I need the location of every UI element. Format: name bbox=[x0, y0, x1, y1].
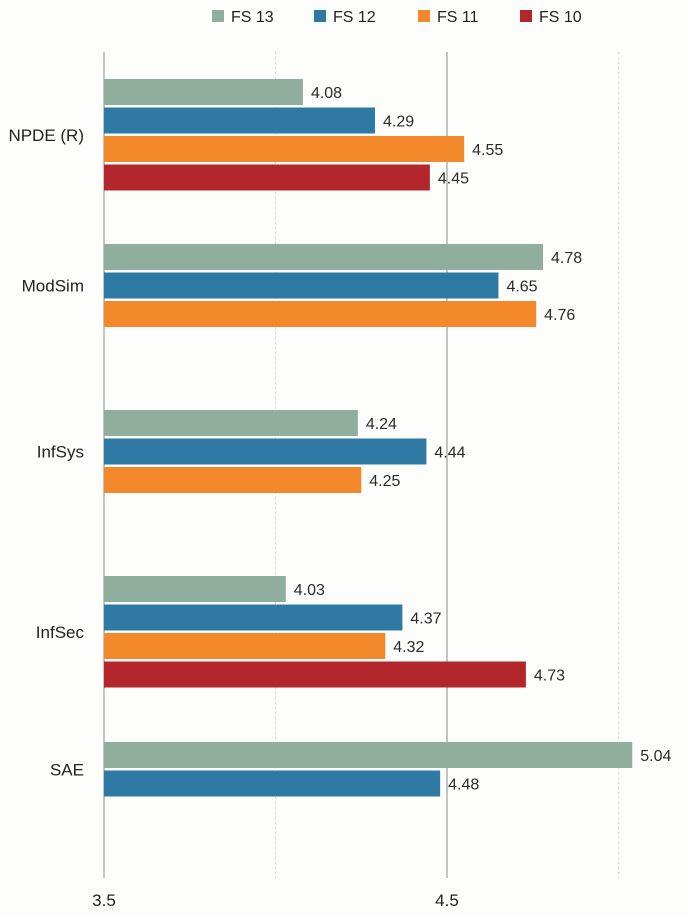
legend-swatch bbox=[520, 10, 532, 22]
category-label: NPDE (R) bbox=[8, 126, 84, 145]
data-label: 4.37 bbox=[410, 611, 441, 628]
legend-swatch bbox=[418, 10, 430, 22]
bar-fs-13-infsys bbox=[104, 410, 358, 436]
data-label: 4.25 bbox=[369, 473, 400, 490]
data-label: 4.73 bbox=[534, 668, 565, 685]
bar-fs-13-modsim bbox=[104, 244, 543, 270]
legend-label: FS 11 bbox=[437, 9, 479, 26]
data-label: 4.55 bbox=[472, 142, 503, 159]
bar-fs-12-modsim bbox=[104, 273, 498, 299]
data-label: 4.32 bbox=[393, 639, 424, 656]
bar-fs-13-infsec bbox=[104, 576, 286, 602]
bar-fs-10-infsec bbox=[104, 662, 526, 688]
data-label: 4.24 bbox=[366, 416, 397, 433]
data-label: 5.04 bbox=[640, 748, 671, 765]
data-label: 4.44 bbox=[434, 445, 465, 462]
category-label: InfSec bbox=[36, 623, 85, 642]
data-label: 4.78 bbox=[551, 250, 582, 267]
data-label: 4.48 bbox=[448, 777, 479, 794]
legend-label: FS 13 bbox=[231, 9, 274, 26]
bar-fs-10-npde-r bbox=[104, 165, 430, 191]
legend-swatch bbox=[314, 10, 326, 22]
legend: FS 13 FS 12 FS 11 FS 10 bbox=[212, 9, 582, 26]
category-label: ModSim bbox=[22, 277, 84, 296]
bar-fs-11-infsys bbox=[104, 467, 361, 493]
category-label: InfSys bbox=[37, 443, 84, 462]
bar-fs-13-sae bbox=[104, 742, 632, 768]
bars bbox=[104, 79, 632, 797]
bar-fs-13-npde-r bbox=[104, 79, 303, 105]
data-label: 4.65 bbox=[506, 279, 537, 296]
category-label: SAE bbox=[50, 760, 84, 779]
bar-fs-12-infsys bbox=[104, 439, 426, 465]
x-axis-ticks: 3.5 4.5 bbox=[92, 891, 459, 910]
x-tick-label: 4.5 bbox=[435, 891, 459, 910]
bar-fs-11-npde-r bbox=[104, 136, 464, 162]
data-label: 4.03 bbox=[294, 582, 325, 599]
bar-fs-12-sae bbox=[104, 771, 440, 797]
category-labels: NPDE (R) ModSim InfSys InfSec SAE bbox=[8, 126, 84, 780]
bar-fs-11-modsim bbox=[104, 301, 536, 327]
data-label: 4.08 bbox=[311, 85, 342, 102]
bar-fs-12-npde-r bbox=[104, 108, 375, 134]
legend-label: FS 10 bbox=[539, 9, 582, 26]
bar-fs-11-infsec bbox=[104, 633, 385, 659]
data-label: 4.76 bbox=[544, 307, 575, 324]
x-tick-label: 3.5 bbox=[92, 891, 116, 910]
bar-fs-12-infsec bbox=[104, 605, 402, 631]
data-label: 4.29 bbox=[383, 114, 414, 131]
legend-label: FS 12 bbox=[333, 9, 376, 26]
data-label: 4.45 bbox=[438, 171, 469, 188]
legend-swatch bbox=[212, 10, 224, 22]
